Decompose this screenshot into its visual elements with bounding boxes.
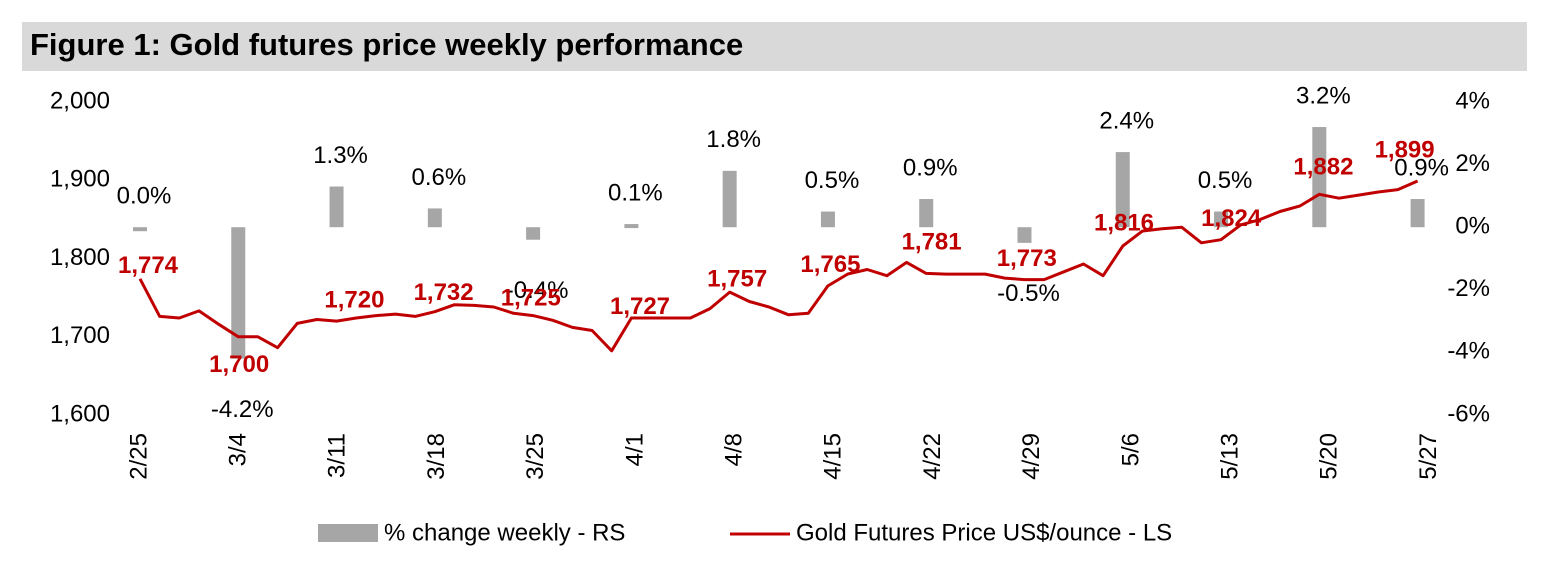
- x-tick-label: 5/20: [1316, 433, 1343, 480]
- bar-value-label: 0.9%: [903, 154, 958, 181]
- x-tick-label: 5/27: [1415, 433, 1442, 480]
- bar-value-label: 0.1%: [608, 179, 663, 206]
- bar-value-label: 0.5%: [1198, 167, 1253, 194]
- y-tick-label: 2,000: [50, 87, 110, 114]
- bar-value-label: -0.4%: [506, 277, 569, 304]
- x-tick-label: 3/11: [324, 433, 351, 478]
- bar-value-label: 2.4%: [1099, 107, 1154, 134]
- price-label: 1,882: [1293, 154, 1353, 181]
- bar-value-label: -4.2%: [211, 396, 274, 423]
- price-label: 1,773: [997, 245, 1057, 272]
- y2-tick-label: -2%: [1447, 275, 1490, 302]
- price-label: 1,727: [610, 293, 670, 320]
- x-tick-label: 2/25: [125, 433, 152, 480]
- price-label: 1,824: [1201, 205, 1262, 232]
- y-tick-label: 1,700: [50, 322, 110, 349]
- x-tick-label: 4/8: [721, 433, 748, 466]
- bar: [526, 227, 541, 240]
- price-line: [138, 179, 1419, 353]
- price-label: 1,899: [1375, 136, 1435, 163]
- bar-value-label: -0.5%: [997, 280, 1060, 307]
- price-label: 1,816: [1094, 209, 1154, 236]
- price-label: 1,720: [324, 286, 384, 313]
- bar-value-label: 1.8%: [706, 126, 761, 153]
- bar: [919, 199, 934, 228]
- bar-value-label: 0.5%: [805, 167, 860, 194]
- y2-tick-label: 2%: [1455, 150, 1490, 177]
- y2-tick-label: -4%: [1447, 338, 1490, 365]
- bar-value-label: 3.2%: [1296, 82, 1351, 109]
- x-tick-label: 4/1: [621, 433, 648, 466]
- bar: [1410, 199, 1425, 228]
- bar-value-label: 0.9%: [1394, 154, 1449, 181]
- bar: [329, 186, 344, 228]
- price-label: 1,732: [414, 279, 474, 306]
- price-label: 1,700: [209, 351, 269, 378]
- x-tick-label: 4/29: [1018, 433, 1045, 480]
- bar: [133, 227, 147, 232]
- x-tick-label: 3/25: [522, 433, 549, 480]
- y-tick-label: 1,900: [50, 166, 110, 193]
- bar: [1115, 152, 1130, 228]
- x-tick-label: 3/18: [423, 433, 450, 480]
- price-label: 1,725: [501, 285, 561, 312]
- x-tick-label: 3/4: [225, 433, 252, 466]
- bar-value-label: 0.0%: [117, 183, 172, 210]
- y2-tick-label: 0%: [1455, 213, 1490, 240]
- y2-tick-label: 4%: [1455, 87, 1490, 114]
- legend-label: % change weekly - RS: [384, 519, 625, 546]
- bar-value-label: 1.3%: [313, 142, 368, 169]
- bar: [1214, 211, 1229, 228]
- y-tick-label: 1,600: [50, 400, 110, 427]
- legend-label: Gold Futures Price US$/ounce - LS: [796, 519, 1172, 546]
- legend-swatch: [318, 524, 378, 542]
- bar: [1017, 227, 1032, 243]
- y-tick-label: 1,800: [50, 244, 110, 271]
- x-tick-label: 5/13: [1217, 433, 1244, 480]
- x-tick-label: 4/22: [919, 433, 946, 480]
- bar: [1312, 127, 1327, 228]
- y2-tick-label: -6%: [1447, 400, 1490, 427]
- bar: [624, 224, 639, 229]
- price-label: 1,774: [118, 252, 179, 279]
- price-label: 1,757: [707, 265, 767, 292]
- title-bar: [22, 22, 1527, 71]
- bar: [820, 211, 835, 228]
- price-label: 1,781: [902, 229, 962, 256]
- bar-value-label: 0.6%: [411, 164, 466, 191]
- bar: [722, 170, 737, 228]
- chart-title: Figure 1: Gold futures price weekly perf…: [30, 27, 743, 62]
- bar: [231, 227, 246, 359]
- x-tick-label: 5/6: [1117, 433, 1144, 466]
- x-tick-label: 4/15: [820, 433, 847, 480]
- price-label: 1,765: [800, 251, 860, 278]
- bar: [427, 208, 442, 228]
